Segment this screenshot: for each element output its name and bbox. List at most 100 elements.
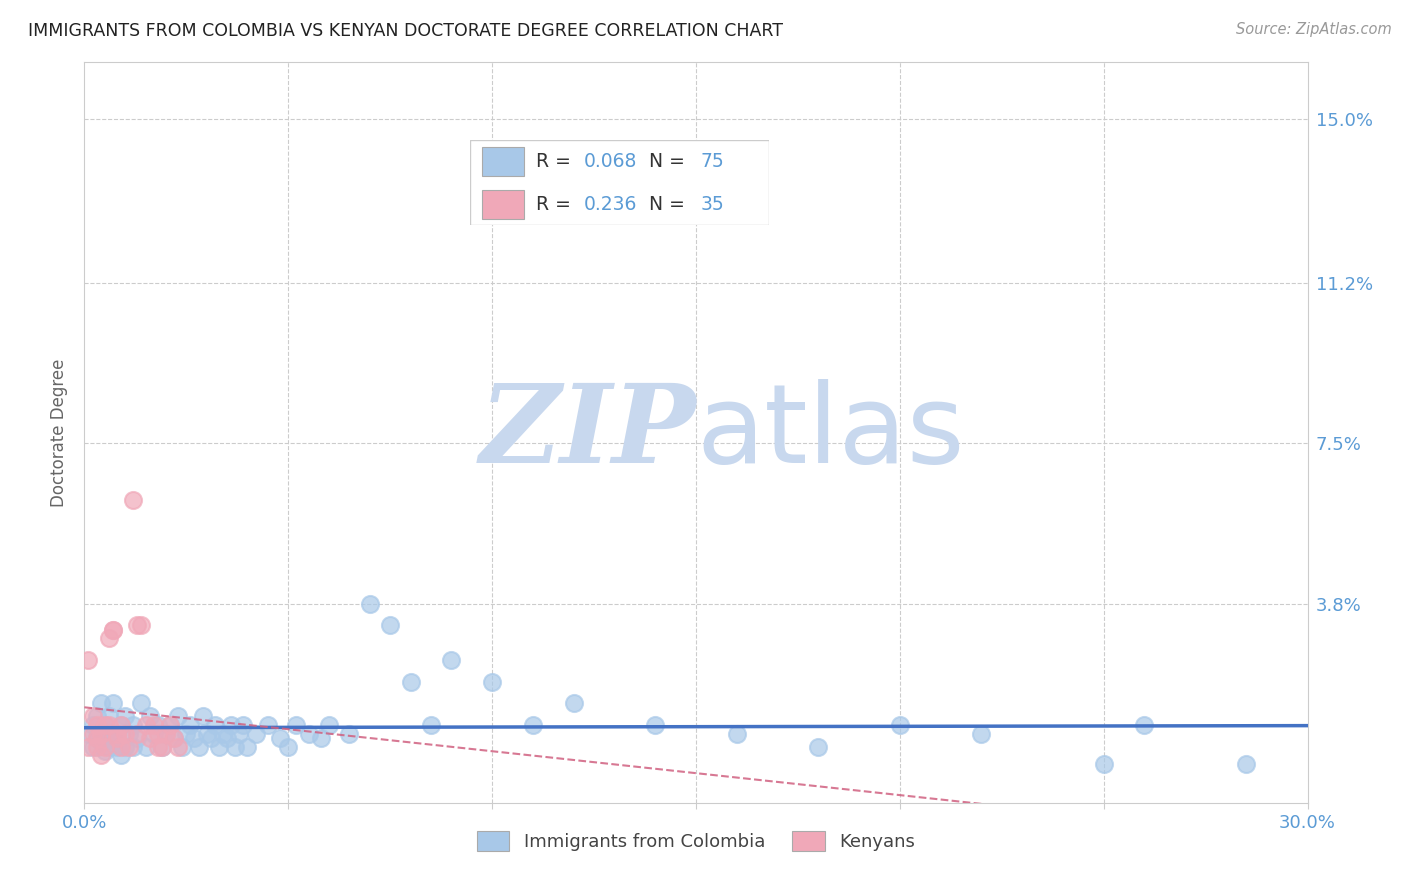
Point <box>970 726 993 740</box>
Point <box>159 718 181 732</box>
Point <box>208 739 231 754</box>
Point <box>228 726 250 740</box>
Point <box>90 696 112 710</box>
Point <box>114 709 136 723</box>
Point <box>172 739 194 754</box>
Point <box>86 718 108 732</box>
Point <box>90 735 112 749</box>
Point <box>644 718 666 732</box>
Point <box>101 731 124 745</box>
Point <box>77 739 100 754</box>
Point <box>101 623 124 637</box>
Point <box>187 739 209 754</box>
Point <box>522 718 544 732</box>
Point <box>174 726 197 740</box>
Point <box>318 718 340 732</box>
Point <box>77 726 100 740</box>
Point <box>105 739 128 754</box>
Point <box>90 726 112 740</box>
Point <box>562 696 585 710</box>
Point <box>135 718 157 732</box>
Point <box>179 718 201 732</box>
Point <box>114 739 136 754</box>
Point <box>1092 756 1115 771</box>
Point <box>399 674 422 689</box>
Point <box>97 709 120 723</box>
Point <box>131 618 153 632</box>
Point <box>380 618 402 632</box>
Point <box>359 597 381 611</box>
Point <box>110 718 132 732</box>
Point <box>110 739 132 754</box>
Point <box>155 726 177 740</box>
Point <box>150 739 173 754</box>
Point <box>807 739 830 754</box>
Point <box>97 632 120 646</box>
Point <box>82 718 104 732</box>
Point <box>159 718 181 732</box>
Point <box>122 492 145 507</box>
Text: atlas: atlas <box>696 379 965 486</box>
Point <box>118 739 141 754</box>
Point <box>138 731 160 745</box>
Point <box>285 718 308 732</box>
Point <box>135 739 157 754</box>
Point <box>183 731 205 745</box>
Point <box>118 726 141 740</box>
Point <box>236 739 259 754</box>
Point <box>212 726 235 740</box>
Point <box>167 709 190 723</box>
Point <box>298 726 321 740</box>
Point <box>127 731 149 745</box>
Point <box>93 744 115 758</box>
Point <box>97 718 120 732</box>
Point <box>142 726 165 740</box>
Text: Source: ZipAtlas.com: Source: ZipAtlas.com <box>1236 22 1392 37</box>
Point <box>105 726 128 740</box>
Point <box>339 726 361 740</box>
Point <box>440 653 463 667</box>
Point <box>309 731 332 745</box>
Point <box>138 709 160 723</box>
Point <box>219 718 242 732</box>
Point <box>146 718 169 732</box>
Point <box>889 718 911 732</box>
Point <box>224 739 246 754</box>
Text: ZIP: ZIP <box>479 379 696 486</box>
Point <box>86 739 108 754</box>
Point <box>420 718 443 732</box>
Point <box>93 726 115 740</box>
Point <box>82 739 104 754</box>
Point <box>127 726 149 740</box>
Point <box>163 731 186 745</box>
Point <box>150 739 173 754</box>
Point <box>86 731 108 745</box>
Point <box>122 739 145 754</box>
Point <box>481 674 503 689</box>
Point <box>82 726 104 740</box>
Point <box>101 623 124 637</box>
Point <box>114 726 136 740</box>
Point <box>105 731 128 745</box>
Point <box>110 748 132 763</box>
Point <box>257 718 280 732</box>
Point <box>127 618 149 632</box>
Point <box>167 739 190 754</box>
Point <box>77 653 100 667</box>
Point <box>142 718 165 732</box>
Point <box>269 731 291 745</box>
Point <box>146 739 169 754</box>
Legend: Immigrants from Colombia, Kenyans: Immigrants from Colombia, Kenyans <box>468 822 924 861</box>
Text: IMMIGRANTS FROM COLOMBIA VS KENYAN DOCTORATE DEGREE CORRELATION CHART: IMMIGRANTS FROM COLOMBIA VS KENYAN DOCTO… <box>28 22 783 40</box>
Point <box>1236 756 1258 771</box>
Point <box>195 726 218 740</box>
Point <box>217 731 239 745</box>
Point <box>93 718 115 732</box>
Point <box>82 709 104 723</box>
Point <box>146 726 169 740</box>
Point <box>101 696 124 710</box>
Point <box>277 739 299 754</box>
Point <box>131 696 153 710</box>
Point <box>105 726 128 740</box>
Point <box>90 748 112 763</box>
